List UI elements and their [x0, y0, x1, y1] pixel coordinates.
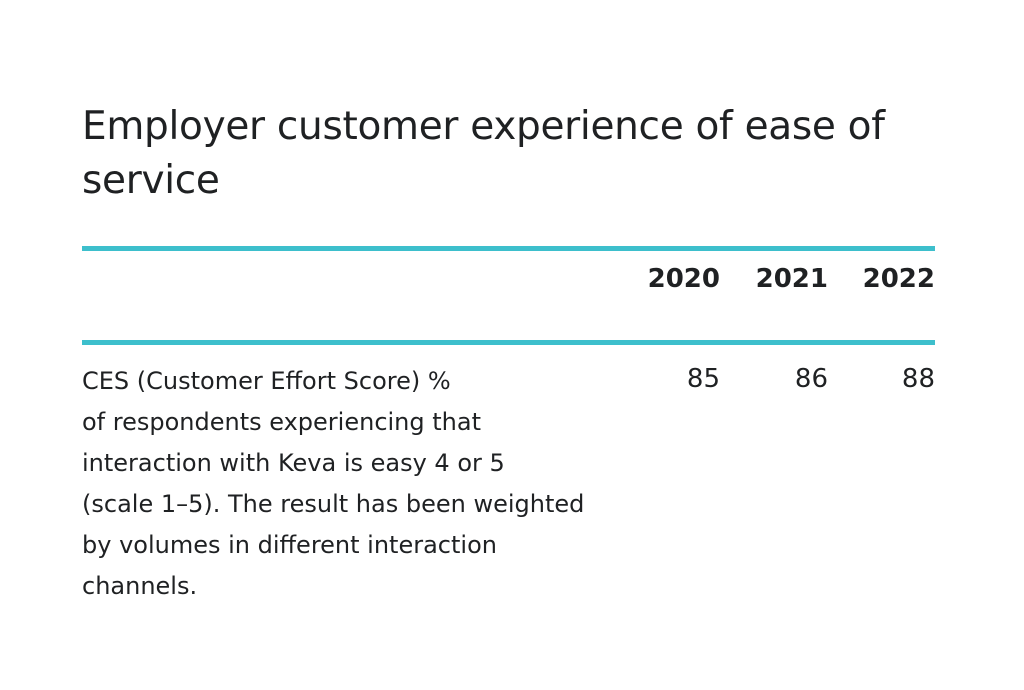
column-header-2022: 2022	[862, 264, 935, 294]
column-header-2021: 2021	[755, 264, 828, 294]
cell-ces-2021: 86	[794, 364, 828, 394]
column-header-2020: 2020	[647, 264, 720, 294]
cell-ces-2020: 85	[686, 364, 720, 394]
table-top-rule	[82, 246, 935, 251]
row-label-ces: CES (Customer Effort Score) % of respond…	[82, 367, 585, 600]
table-header-rule	[82, 340, 935, 345]
page-title: Employer customer experience of ease of …	[82, 104, 885, 203]
cell-ces-2022: 88	[901, 364, 935, 394]
